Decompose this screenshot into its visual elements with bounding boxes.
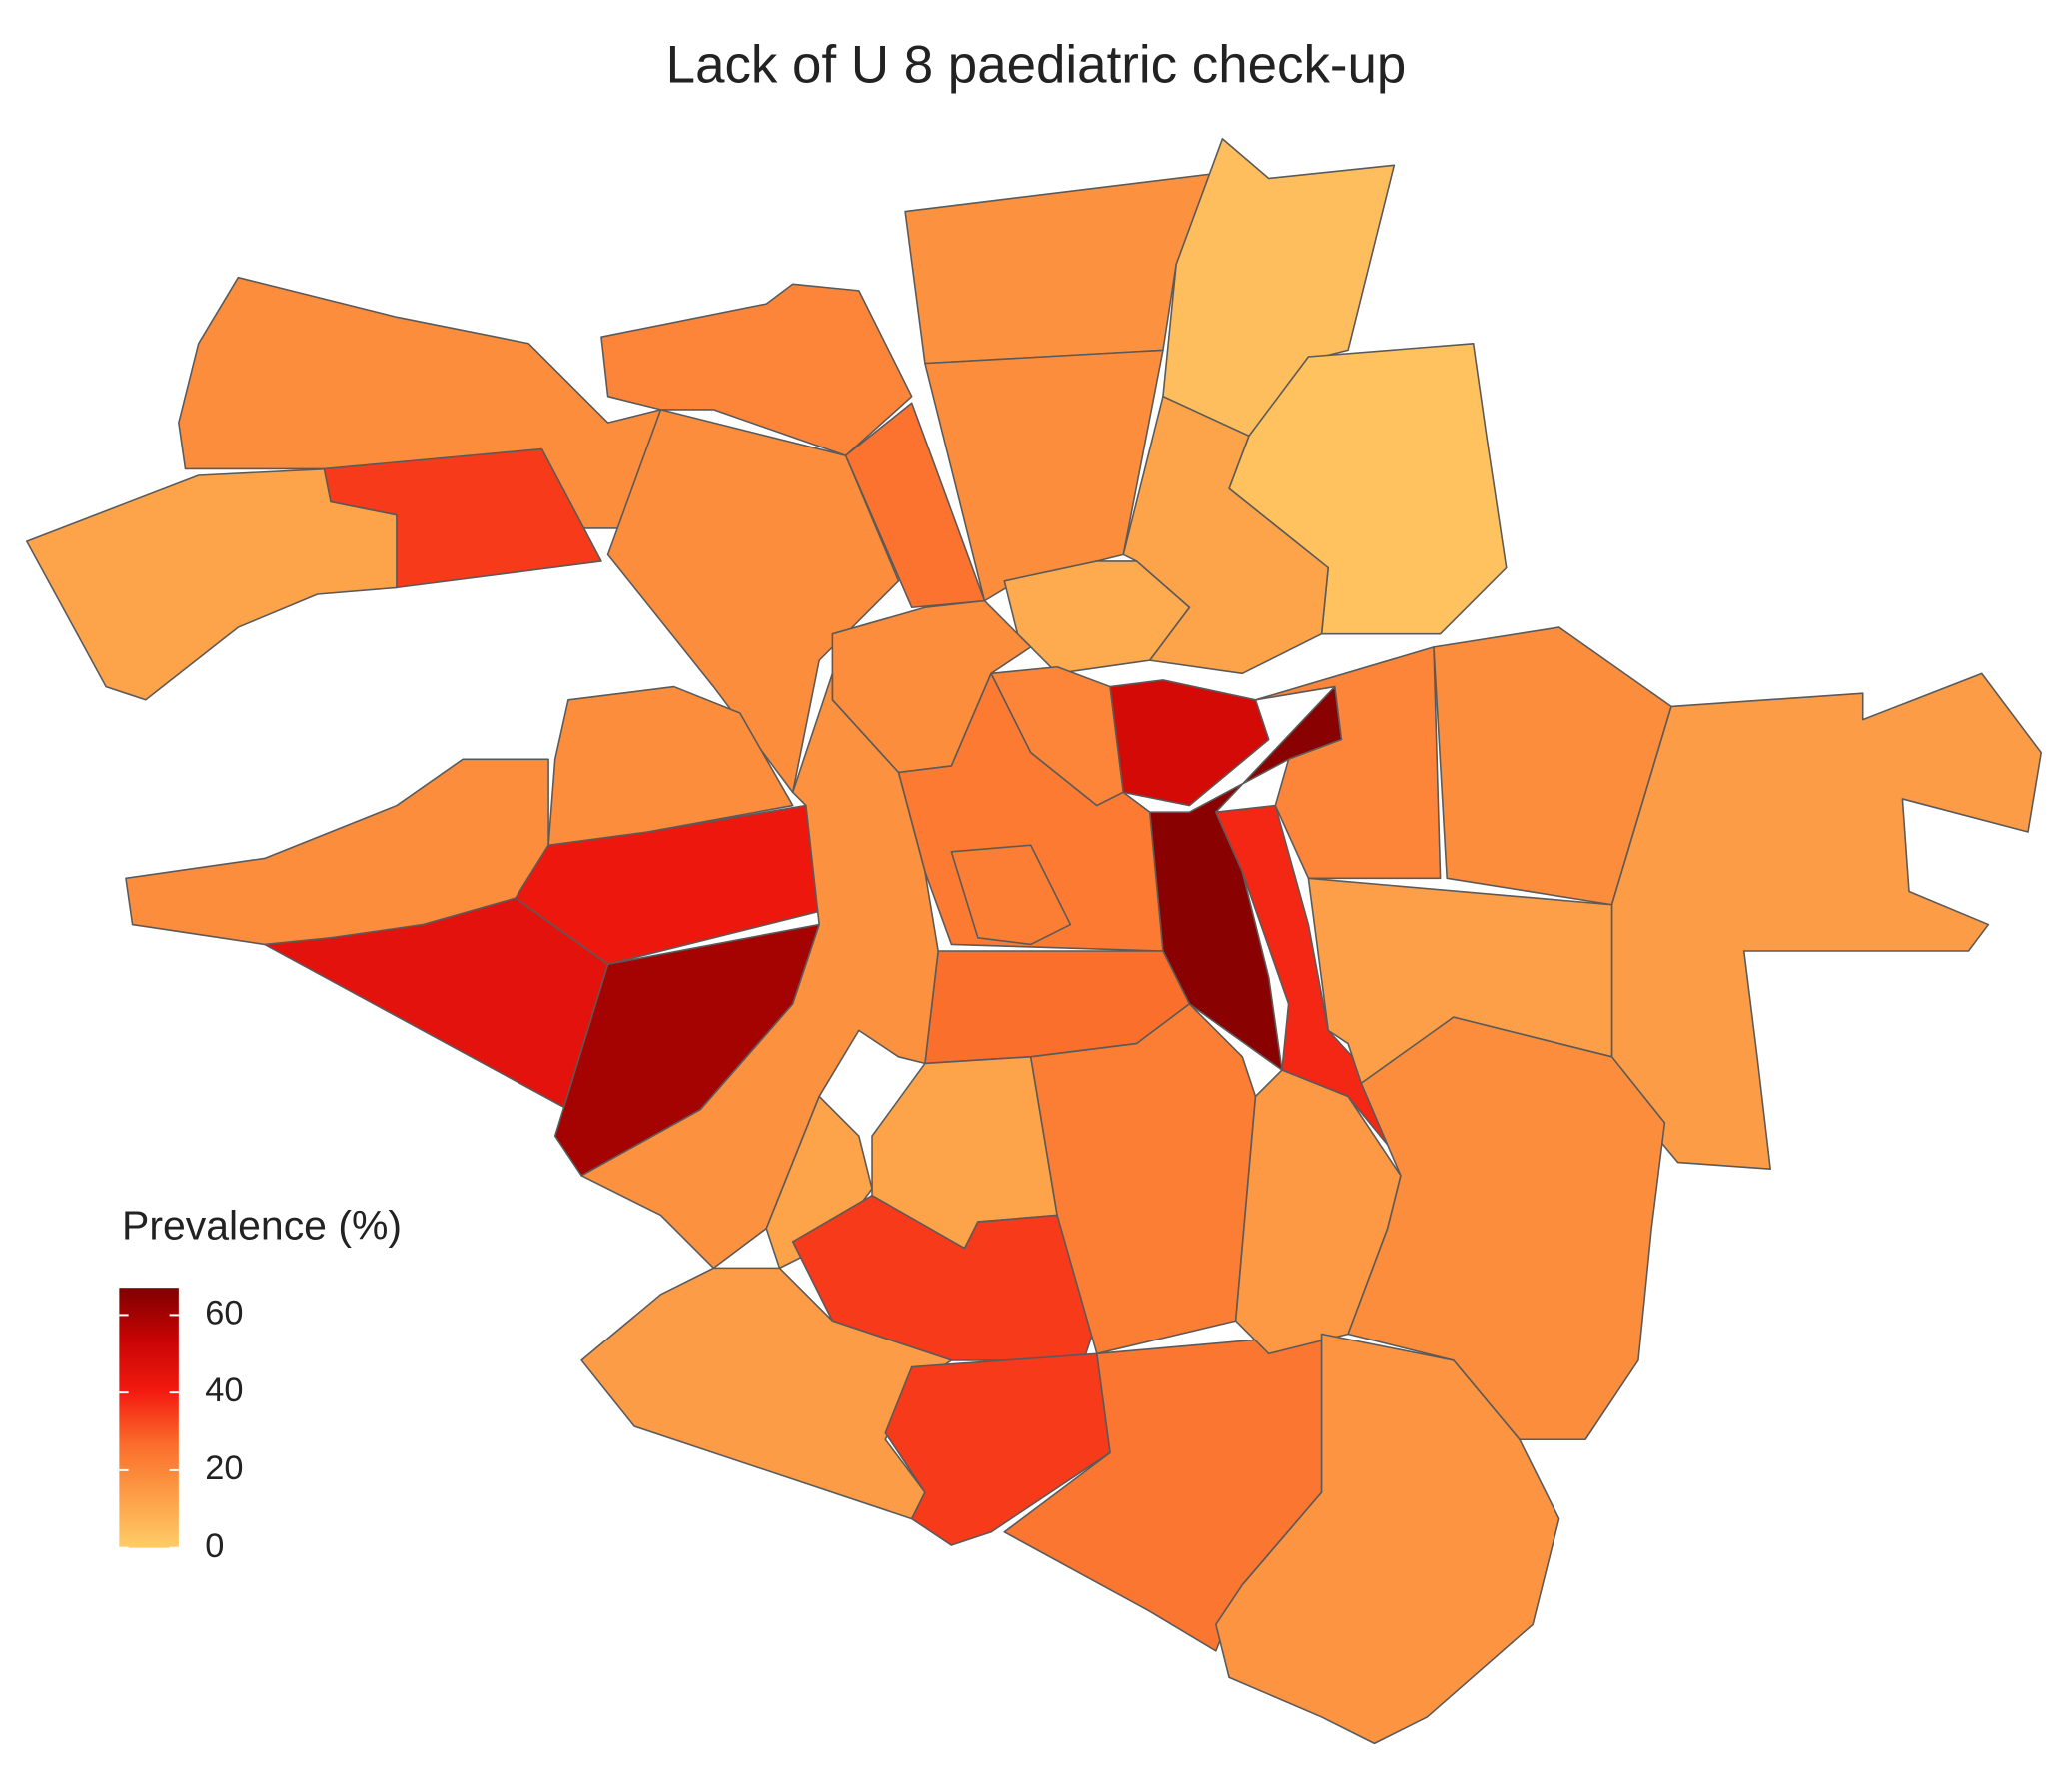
regions [26, 138, 2043, 1745]
district [904, 171, 1230, 365]
district [1109, 679, 1270, 807]
legend-tick-label: 0 [205, 1527, 224, 1565]
district [1254, 646, 1442, 880]
district [547, 685, 794, 847]
district [950, 844, 1072, 946]
district [178, 276, 662, 529]
map-title: Lack of U 8 paediatric check-up [666, 36, 1407, 95]
legend-tick-label: 40 [205, 1371, 243, 1409]
district [1215, 1333, 1560, 1745]
colorbar [119, 1288, 179, 1548]
legend-title: Prevalence (%) [122, 1203, 402, 1249]
legend-tick-label: 20 [205, 1449, 243, 1487]
district [1122, 395, 1330, 675]
district [323, 447, 602, 589]
district [1347, 1016, 1666, 1441]
district [1610, 672, 2043, 1170]
legend-tick-label: 60 [205, 1294, 243, 1332]
district [600, 283, 913, 456]
